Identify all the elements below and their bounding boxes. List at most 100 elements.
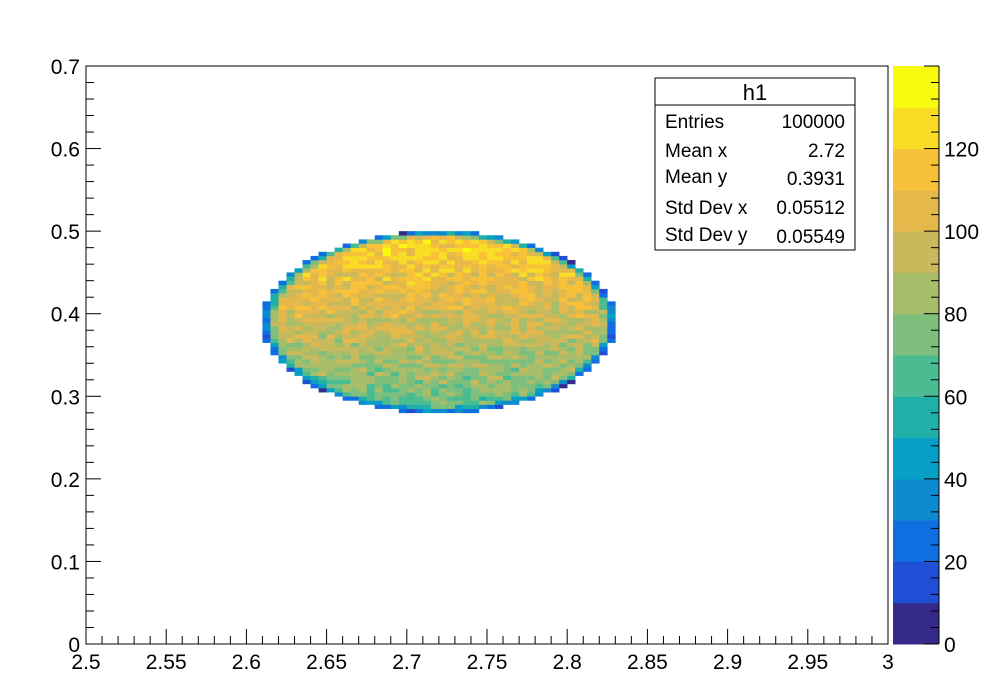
heatmap-cell (511, 379, 520, 385)
heatmap-cell (607, 305, 616, 310)
heatmap-cell (294, 293, 303, 298)
heatmap-cell (334, 313, 343, 319)
heatmap-cell (326, 293, 335, 298)
x-tick-label: 3 (882, 651, 894, 674)
heatmap-cell (294, 346, 303, 352)
heatmap-cell (519, 371, 528, 376)
heatmap-cell (575, 371, 584, 376)
heatmap-cell (350, 309, 359, 315)
heatmap-cell (438, 247, 448, 253)
heatmap-cell (358, 359, 367, 364)
heatmap-cell (519, 321, 528, 327)
heatmap-cell (398, 313, 408, 319)
heatmap-cell (487, 239, 496, 244)
heatmap-cell (470, 297, 480, 302)
heatmap-cell (446, 264, 456, 269)
heatmap-cell (478, 276, 488, 281)
heatmap-cell (446, 251, 456, 257)
heatmap-cell (398, 276, 408, 281)
heatmap-cell (503, 309, 512, 315)
heatmap-cell (495, 247, 504, 253)
heatmap-cell (430, 309, 440, 315)
heatmap-cell (302, 363, 311, 368)
heatmap-cell (462, 392, 472, 397)
x-tick-label: 2.85 (627, 651, 668, 674)
heatmap-cell (543, 350, 552, 356)
heatmap-cell (575, 342, 584, 348)
heatmap-cell (294, 317, 303, 323)
heatmap-cell (495, 255, 504, 261)
heatmap-cell (398, 392, 408, 397)
heatmap-cell (438, 367, 448, 372)
heatmap-cell (358, 247, 367, 253)
heatmap-cell (374, 235, 384, 240)
heatmap-cell (286, 367, 295, 372)
heatmap-cell (326, 371, 335, 376)
heatmap-cell (422, 301, 432, 306)
heatmap-cell (270, 326, 279, 331)
heatmap-cell (382, 317, 392, 323)
heatmap-cell (358, 342, 367, 348)
heatmap-cell (294, 313, 303, 319)
heatmap-cell (470, 355, 480, 360)
heatmap-cell (543, 388, 552, 393)
heatmap-cell (591, 309, 600, 315)
heatmap-cell (599, 288, 608, 294)
heatmap-cell (478, 359, 488, 364)
heatmap-cell (414, 264, 424, 269)
heatmap-cell (334, 251, 343, 257)
heatmap-cell (503, 305, 512, 310)
heatmap-cell (591, 317, 600, 323)
heatmap-cell (422, 305, 432, 310)
heatmap-cell (398, 338, 408, 343)
heatmap-cell (334, 342, 343, 348)
heatmap-cell (422, 355, 432, 360)
heatmap-cell (519, 388, 528, 393)
heatmap-cell (503, 379, 512, 385)
heatmap-cell (334, 260, 343, 265)
heatmap-cell (374, 264, 384, 269)
heatmap-cell (487, 375, 496, 381)
heatmap-cell (326, 338, 335, 343)
heatmap-cell (334, 383, 343, 389)
heatmap-cell (446, 367, 456, 372)
heatmap-cell (390, 243, 400, 248)
heatmap-cell (462, 251, 472, 257)
heatmap-cell (326, 359, 335, 364)
heatmap-cell (422, 317, 432, 323)
heatmap-cell (438, 379, 448, 385)
heatmap-cell (535, 367, 544, 372)
heatmap-cell (318, 309, 327, 315)
heatmap-cell (511, 388, 520, 393)
heatmap-cell (342, 260, 351, 265)
heatmap-cell (334, 255, 343, 261)
heatmap-cell (390, 247, 400, 253)
heatmap-cell (462, 255, 472, 261)
heatmap-cell (366, 313, 376, 319)
heatmap-cell (422, 371, 432, 376)
heatmap-cell (286, 359, 295, 364)
heatmap-cell (527, 264, 536, 269)
heatmap-cell (318, 264, 327, 269)
heatmap-cell (390, 321, 400, 327)
heatmap-cell (511, 392, 520, 397)
heatmap-cell (350, 326, 359, 331)
heatmap-cell (382, 326, 392, 331)
heatmap-cell (406, 404, 416, 409)
heatmap-cell (318, 367, 327, 372)
heatmap-cell (390, 355, 400, 360)
heatmap-cell (519, 330, 528, 335)
heatmap-cell (495, 260, 504, 265)
heatmap-cell (318, 288, 327, 294)
heatmap-cell (414, 293, 424, 298)
heatmap-cell (543, 359, 552, 364)
heatmap-cell (294, 276, 303, 281)
heatmap-cell (446, 317, 456, 323)
heatmap-cell (543, 355, 552, 360)
heatmap-cell (551, 383, 560, 389)
heatmap-cell (318, 379, 327, 385)
heatmap-cell (478, 288, 488, 294)
heatmap-cell (286, 330, 295, 335)
heatmap-cell (302, 375, 311, 381)
heatmap-cell (358, 355, 367, 360)
